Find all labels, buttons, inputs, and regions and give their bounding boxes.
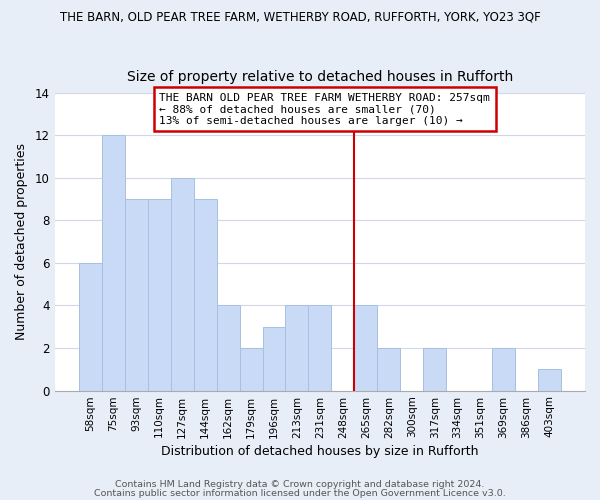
Bar [239,348,263,391]
Bar [171,178,194,390]
Bar [355,306,377,390]
Text: THE BARN OLD PEAR TREE FARM WETHERBY ROAD: 257sqm
← 88% of detached houses are s: THE BARN OLD PEAR TREE FARM WETHERBY ROA… [159,92,490,126]
Text: Contains public sector information licensed under the Open Government Licence v3: Contains public sector information licen… [94,490,506,498]
Bar [125,199,148,390]
Bar [492,348,515,391]
Bar [377,348,400,391]
Bar [102,135,125,390]
X-axis label: Distribution of detached houses by size in Rufforth: Distribution of detached houses by size … [161,444,479,458]
Text: Contains HM Land Registry data © Crown copyright and database right 2024.: Contains HM Land Registry data © Crown c… [115,480,485,489]
Bar [263,326,286,390]
Bar [217,306,239,390]
Bar [194,199,217,390]
Y-axis label: Number of detached properties: Number of detached properties [15,143,28,340]
Title: Size of property relative to detached houses in Rufforth: Size of property relative to detached ho… [127,70,513,85]
Bar [286,306,308,390]
Bar [538,370,561,390]
Bar [308,306,331,390]
Bar [423,348,446,391]
Text: THE BARN, OLD PEAR TREE FARM, WETHERBY ROAD, RUFFORTH, YORK, YO23 3QF: THE BARN, OLD PEAR TREE FARM, WETHERBY R… [59,10,541,23]
Bar [148,199,171,390]
Bar [79,263,102,390]
